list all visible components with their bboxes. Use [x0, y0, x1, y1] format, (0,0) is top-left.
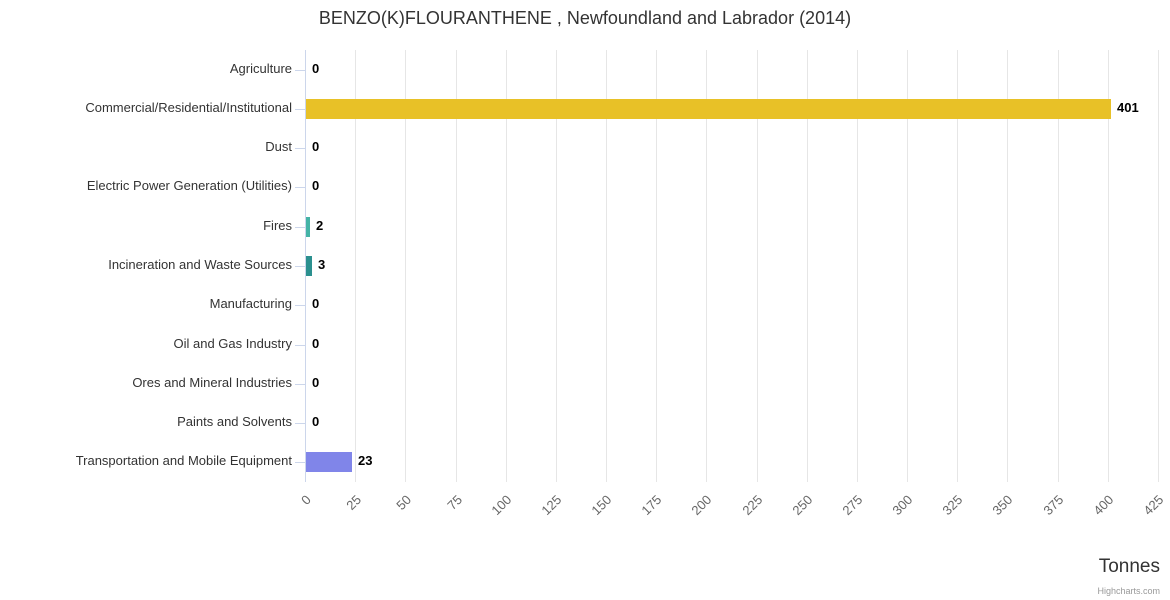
category-label: Electric Power Generation (Utilities): [86, 178, 292, 193]
x-tick-label-text: 325: [939, 492, 966, 518]
bar[interactable]: [306, 256, 312, 276]
category-tick: [295, 187, 305, 188]
category-label: Manufacturing: [209, 296, 292, 311]
highcharts-credit-link[interactable]: Highcharts.com: [1097, 586, 1160, 596]
gridline: [907, 50, 908, 482]
category-tick: [295, 148, 305, 149]
x-tick-label-text: 250: [789, 492, 816, 518]
value-label: 23: [358, 453, 373, 468]
x-tick-label-text: 150: [588, 492, 615, 518]
gridline: [957, 50, 958, 482]
x-axis-title: Tonnes: [1098, 556, 1160, 577]
gridline: [706, 50, 707, 482]
gridline: [405, 50, 406, 482]
gridline: [1108, 50, 1109, 482]
bar[interactable]: [306, 99, 1111, 119]
x-tick-label-text: 50: [392, 492, 414, 513]
value-label: 0: [312, 336, 320, 351]
gridline: [606, 50, 607, 482]
gridline: [1007, 50, 1008, 482]
category-label: Incineration and Waste Sources: [108, 257, 292, 272]
x-tick-label-text: 100: [488, 492, 515, 518]
value-label: 0: [312, 414, 320, 429]
value-label: 401: [1117, 100, 1139, 115]
value-label: 2: [316, 218, 324, 233]
category-tick: [295, 227, 305, 228]
category-tick: [295, 109, 305, 110]
gridline: [456, 50, 457, 482]
category-tick: [295, 384, 305, 385]
category-tick: [295, 423, 305, 424]
x-tick-label-text: 125: [538, 492, 565, 518]
bar[interactable]: [306, 217, 310, 237]
x-tick-label-text: 400: [1090, 492, 1117, 518]
value-label: 0: [312, 296, 320, 311]
category-tick: [295, 305, 305, 306]
chart-title: BENZO(K)FLOURANTHENE , Newfoundland and …: [318, 8, 852, 28]
gridline: [355, 50, 356, 482]
category-tick: [295, 462, 305, 463]
category-tick: [295, 70, 305, 71]
x-tick-label-text: 0: [297, 492, 314, 508]
gridline: [807, 50, 808, 482]
category-tick: [295, 345, 305, 346]
bar[interactable]: [306, 452, 352, 472]
category-label: Commercial/Residential/Institutional: [85, 100, 292, 115]
x-tick-label-text: 175: [638, 492, 665, 518]
category-label: Agriculture: [229, 61, 292, 76]
category-label: Paints and Solvents: [177, 414, 292, 429]
x-tick-label-text: 200: [688, 492, 715, 518]
category-tick: [295, 266, 305, 267]
gridline: [757, 50, 758, 482]
gridline: [656, 50, 657, 482]
x-tick-label-text: 425: [1140, 492, 1167, 518]
category-label: Fires: [263, 218, 292, 233]
gridline: [556, 50, 557, 482]
value-label: 0: [312, 178, 320, 193]
category-label: Ores and Mineral Industries: [132, 375, 292, 390]
gridline: [1158, 50, 1159, 482]
value-label: 0: [312, 375, 320, 390]
x-tick-label-text: 275: [839, 492, 866, 518]
gridline: [506, 50, 507, 482]
x-tick-label-text: 350: [989, 492, 1016, 518]
x-tick-label-text: 225: [739, 492, 766, 518]
value-label: 3: [318, 257, 326, 272]
x-tick-label-text: 25: [342, 492, 364, 513]
x-tick-label-text: 375: [1040, 492, 1067, 518]
category-label: Oil and Gas Industry: [173, 336, 293, 351]
gridline: [1058, 50, 1059, 482]
category-label: Dust: [265, 139, 292, 154]
value-label: 0: [312, 139, 320, 154]
category-axis-line: [305, 50, 306, 482]
value-label: 0: [312, 61, 320, 76]
x-tick-label-text: 300: [889, 492, 916, 518]
category-label: Transportation and Mobile Equipment: [75, 453, 292, 468]
gridline: [857, 50, 858, 482]
x-tick-label-text: 75: [443, 492, 465, 513]
